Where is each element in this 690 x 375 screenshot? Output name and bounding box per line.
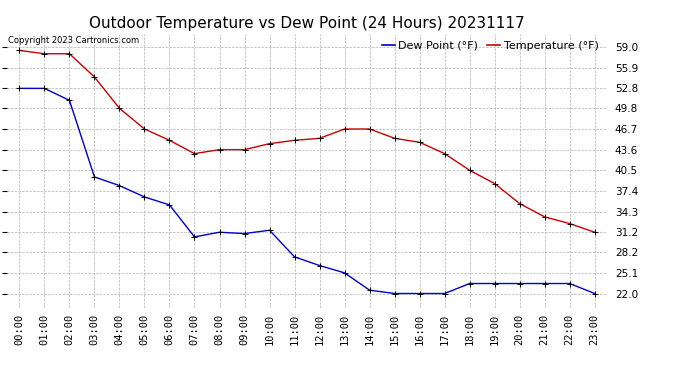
Text: Copyright 2023 Cartronics.com: Copyright 2023 Cartronics.com bbox=[8, 36, 139, 45]
Legend: Dew Point (°F), Temperature (°F): Dew Point (°F), Temperature (°F) bbox=[382, 40, 599, 51]
Title: Outdoor Temperature vs Dew Point (24 Hours) 20231117: Outdoor Temperature vs Dew Point (24 Hou… bbox=[89, 16, 525, 31]
